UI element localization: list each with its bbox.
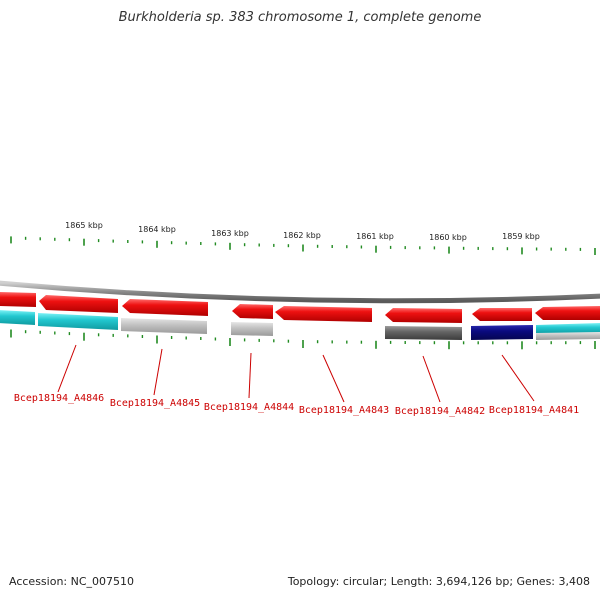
gene-arrow[interactable]: [232, 304, 273, 319]
feature-cyan[interactable]: [38, 313, 118, 330]
kbp-label: 1861 kbp: [356, 232, 394, 241]
accession-text: Accession: NC_007510: [9, 575, 135, 588]
leader-line: [248, 352, 252, 399]
gene-arrow[interactable]: [472, 308, 532, 321]
genome-backbone: [0, 280, 600, 304]
scale-labels: 1865 kbp 1864 kbp 1863 kbp 1862 kbp 1861…: [65, 221, 540, 242]
gene-label[interactable]: Bcep18194_A4842: [395, 406, 485, 417]
gene-track: [0, 292, 600, 323]
leader-line: [153, 348, 163, 396]
kbp-label: 1865 kbp: [65, 221, 103, 230]
gene-labels: Bcep18194_A4846 Bcep18194_A4845 Bcep1819…: [14, 393, 579, 417]
label-leaders: [57, 344, 535, 403]
feature-grey[interactable]: [121, 318, 207, 334]
leader-line: [501, 354, 535, 402]
leader-line: [422, 355, 441, 403]
gene-arrow[interactable]: [385, 308, 462, 323]
scale-ticks-top: [10, 236, 596, 255]
genome-summary-text: Topology: circular; Length: 3,694,126 bp…: [287, 575, 590, 588]
leader-line: [57, 344, 77, 393]
gene-label[interactable]: Bcep18194_A4845: [110, 398, 200, 409]
gene-label[interactable]: Bcep18194_A4843: [299, 405, 389, 416]
feature-dark-grey[interactable]: [385, 326, 462, 340]
feature-track: [0, 310, 600, 340]
gene-arrow[interactable]: [39, 295, 118, 313]
kbp-label: 1862 kbp: [283, 231, 321, 240]
gene-arrow[interactable]: [275, 306, 372, 322]
feature-grey[interactable]: [231, 322, 273, 336]
gene-arrow[interactable]: [122, 299, 208, 316]
kbp-label: 1860 kbp: [429, 233, 467, 242]
feature-grey[interactable]: [536, 332, 600, 340]
gene-label[interactable]: Bcep18194_A4844: [204, 402, 294, 413]
feature-navy[interactable]: [471, 325, 533, 340]
gene-label[interactable]: Bcep18194_A4841: [489, 405, 579, 416]
feature-cyan[interactable]: [536, 323, 600, 334]
gene-label[interactable]: Bcep18194_A4846: [14, 393, 104, 404]
gene-arrow[interactable]: [0, 292, 36, 307]
leader-line: [322, 354, 345, 403]
scale-ticks-bottom: [10, 329, 596, 350]
feature-cyan[interactable]: [0, 310, 35, 325]
kbp-label: 1859 kbp: [502, 232, 540, 241]
gene-arrow[interactable]: [535, 306, 600, 320]
kbp-label: 1863 kbp: [211, 229, 249, 238]
kbp-label: 1864 kbp: [138, 225, 176, 234]
map-title: Burkholderia sp. 383 chromosome 1, compl…: [118, 10, 482, 25]
